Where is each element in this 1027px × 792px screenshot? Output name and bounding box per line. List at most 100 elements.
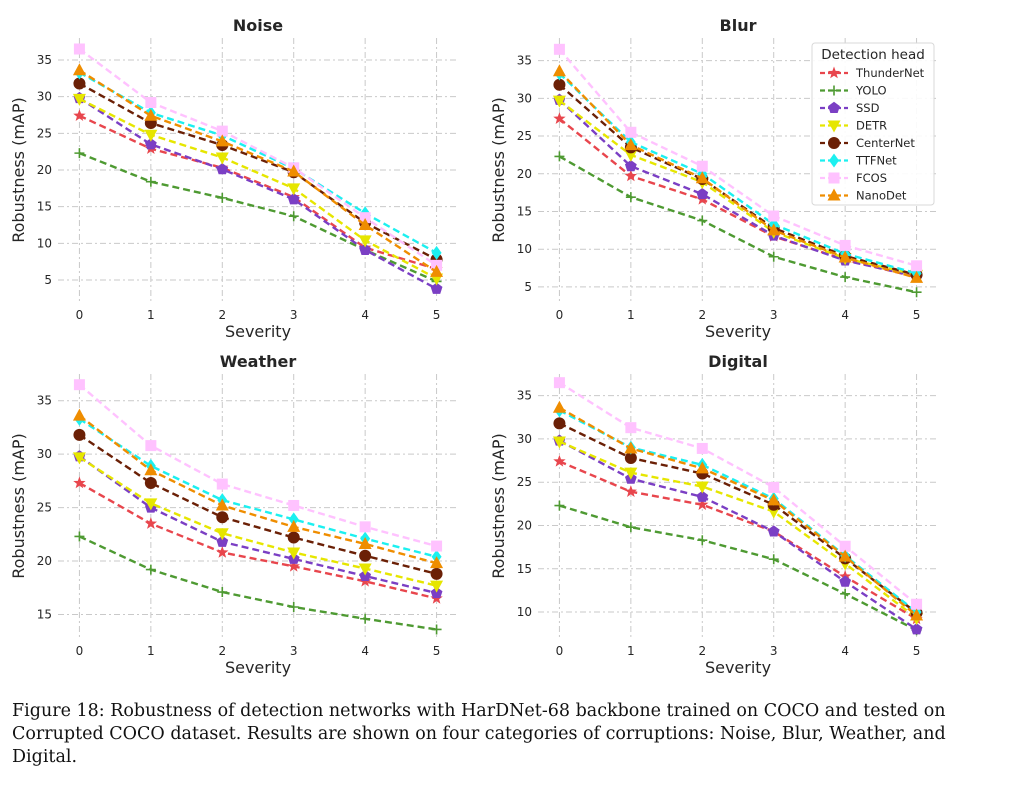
series-line-nanodet (78, 69, 438, 273)
legend-marker (828, 172, 840, 184)
panel-title: Digital (708, 352, 768, 371)
legend-label: YOLO (855, 84, 887, 98)
x-tick-label: 0 (556, 644, 564, 658)
data-point-nanodet (430, 264, 444, 277)
data-point-thundernet (553, 454, 566, 467)
data-point-detr (287, 547, 301, 560)
data-point-centernet (287, 531, 300, 544)
legend-marker (829, 85, 839, 96)
series-line-yolo (559, 504, 918, 632)
x-tick-label: 5 (433, 644, 441, 658)
series-detr (72, 93, 444, 286)
y-tick-label: 20 (37, 554, 52, 568)
series-line-nanodet (558, 406, 918, 617)
data-point-detr (72, 93, 86, 106)
legend-marker (827, 188, 841, 201)
series-ssd (73, 91, 443, 294)
data-point-detr (215, 152, 229, 165)
y-tick-label: 5 (524, 280, 532, 294)
series-line-fcos (78, 48, 438, 267)
data-point-fcos (359, 521, 371, 533)
data-point-detr (695, 481, 709, 494)
data-point-detr (358, 235, 372, 248)
data-point-nanodet (695, 461, 709, 474)
x-tick-label: 4 (841, 308, 849, 322)
legend-label: ThunderNet (855, 66, 925, 80)
legend-marker (828, 137, 840, 149)
data-point-ssd (839, 575, 852, 587)
data-point-nanodet (624, 441, 638, 454)
legend-label: SSD (856, 101, 880, 115)
data-point-thundernet (73, 476, 86, 489)
legend-entry-fcos: FCOS (820, 171, 887, 185)
x-axis-label: Severity (225, 322, 291, 341)
x-tick-label: 0 (556, 308, 564, 322)
legend-label: NanoDet (856, 189, 907, 203)
y-tick-label: 30 (517, 91, 532, 105)
series-fcos (553, 43, 923, 272)
series-line-centernet (78, 433, 437, 576)
series-line-detr (558, 440, 918, 620)
data-point-fcos (216, 125, 228, 137)
data-point-thundernet (624, 485, 638, 497)
data-point-thundernet (696, 498, 709, 510)
data-point-ssd (216, 535, 229, 547)
series-line-detr (78, 456, 437, 587)
data-point-fcos (625, 422, 637, 434)
x-tick-label: 4 (361, 644, 369, 658)
series-line-ssd (78, 455, 437, 595)
series-detr (72, 452, 444, 593)
data-point-yolo (360, 613, 371, 624)
series-yolo (554, 151, 922, 298)
data-point-fcos (216, 478, 228, 490)
data-point-ssd (624, 160, 637, 172)
series-line-centernet (78, 82, 438, 261)
series-yolo (554, 500, 922, 636)
series-line-thundernet (78, 114, 437, 271)
data-point-detr (215, 528, 229, 541)
data-point-centernet (430, 567, 443, 580)
data-point-ssd (359, 243, 372, 255)
data-point-nanodet (215, 498, 229, 511)
y-tick-label: 15 (517, 204, 532, 218)
y-axis-label: Robustness (mAP) (489, 433, 508, 579)
data-point-thundernet (144, 517, 158, 529)
data-point-thundernet (624, 169, 638, 182)
series-line-ssd (558, 439, 918, 631)
x-tick-label: 1 (627, 308, 635, 322)
y-tick-label: 15 (37, 607, 52, 621)
legend-entry-nanodet: NanoDet (820, 188, 907, 203)
legend-marker (827, 120, 841, 133)
series-line-fcos (558, 48, 917, 267)
data-point-fcos (768, 481, 780, 493)
x-tick-label: 4 (841, 644, 849, 658)
legend-marker (829, 153, 839, 168)
figure: 0 1 2 3 4 55101520253035NoiseSeverityRobustne… (9, 16, 938, 677)
data-point-centernet (553, 78, 566, 91)
data-point-nanodet (72, 63, 86, 76)
data-point-nanodet (144, 108, 158, 121)
x-tick-label: 3 (770, 308, 778, 322)
series-line-nanodet (78, 414, 437, 565)
y-tick-label: 25 (37, 126, 52, 140)
y-tick-label: 35 (517, 54, 532, 68)
y-tick-label: 30 (37, 447, 52, 461)
legend-label: DETR (856, 119, 887, 133)
data-point-nanodet (287, 519, 301, 532)
data-point-yolo (554, 500, 565, 511)
series-line-ssd (558, 98, 917, 278)
x-tick-label: 2 (698, 644, 706, 658)
legend-box (811, 42, 935, 206)
data-point-centernet (553, 417, 566, 430)
data-point-nanodet (287, 164, 301, 177)
legend-label: TTFNet (855, 154, 897, 168)
x-tick-label: 5 (913, 308, 921, 322)
data-point-fcos (73, 379, 85, 391)
legend-entry-ttfnet: TTFNet (820, 153, 897, 168)
legend-marker (828, 101, 840, 114)
y-tick-label: 25 (517, 129, 532, 143)
legend-entry-thundernet: ThunderNet (820, 66, 925, 80)
data-point-ssd (216, 163, 229, 175)
data-point-ssd (910, 623, 923, 635)
data-point-detr (552, 95, 566, 108)
